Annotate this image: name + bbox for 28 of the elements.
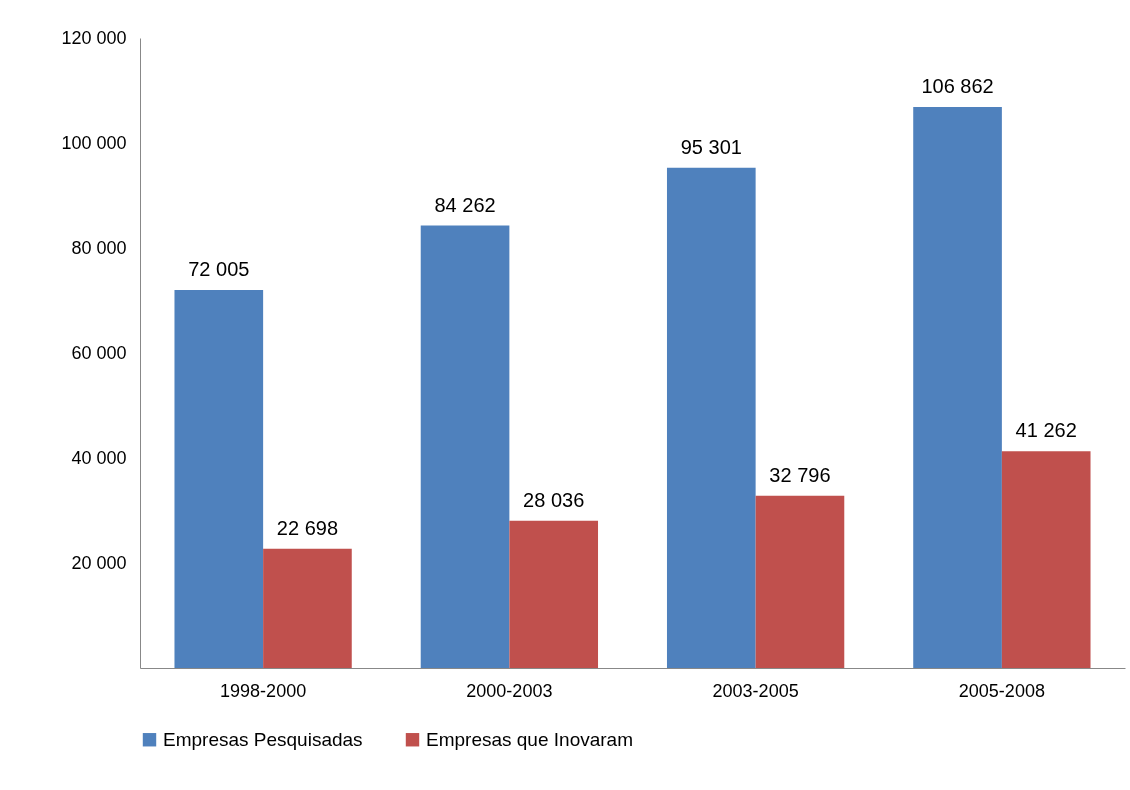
x-tick-label: 2000-2003 [466,680,553,701]
legend-label: Empresas que Inovaram [426,728,633,750]
data-label: 106 862 [921,74,994,97]
data-label: 41 262 [1015,419,1077,442]
bar [666,167,756,668]
bar [174,289,264,668]
bar [263,548,352,668]
data-label: 95 301 [680,135,742,158]
y-tick-label: 100 000 [61,132,127,153]
y-tick-label: 40 000 [71,447,127,468]
data-label: 84 262 [434,193,496,216]
x-tick-label: 1998-2000 [220,680,307,701]
x-tick-label: 2003-2005 [712,680,799,701]
bar [913,106,1002,668]
data-label: 32 796 [769,463,831,486]
legend-label: Empresas Pesquisadas [163,728,363,750]
y-tick-label: 20 000 [71,552,127,573]
x-tick-label: 2005-2008 [958,680,1045,701]
y-tick-label: 80 000 [71,237,127,258]
bar [755,495,845,668]
data-label: 28 036 [523,488,585,511]
data-label: 22 698 [276,516,339,539]
data-label: 72 005 [188,257,250,280]
y-tick-label: 60 000 [71,342,127,363]
bar [509,520,599,668]
y-tick-label: 120 000 [61,27,127,48]
bar [1001,451,1091,668]
bar [420,225,510,668]
